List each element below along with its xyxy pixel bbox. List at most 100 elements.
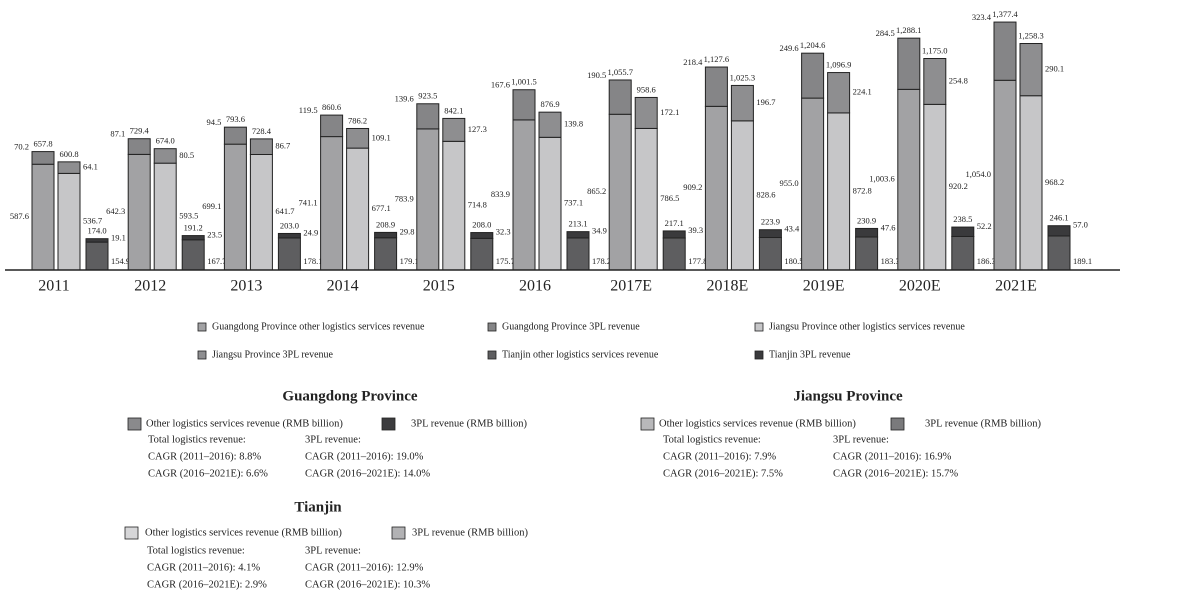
bar-segment (181, 235, 205, 241)
bar-segment (1019, 43, 1043, 97)
panel-text: Total logistics revenue: (148, 434, 246, 445)
panel-text: Total logistics revenue: (663, 434, 761, 445)
panel-text: CAGR (2011–2016): 19.0% (305, 451, 424, 462)
value-label: 167.7 (207, 256, 226, 266)
panel-text: CAGR (2011–2016): 16.9% (833, 451, 952, 462)
bar-segment (704, 66, 728, 107)
legend-swatch (754, 322, 764, 332)
value-label: 786.5 (660, 193, 679, 203)
total-label: 208.0 (472, 220, 491, 230)
legend-swatch (487, 350, 497, 360)
value-label: 183.3 (881, 256, 900, 266)
total-label: 876.9 (540, 99, 559, 109)
value-label: 47.6 (881, 222, 896, 232)
panel-title: Guangdong Province (282, 388, 418, 404)
total-label: 657.8 (33, 139, 52, 149)
value-label: 284.5 (876, 28, 895, 38)
value-label: 783.9 (395, 193, 414, 203)
value-label: 833.9 (491, 189, 510, 199)
panel-text: 3PL revenue: (305, 434, 361, 445)
panel-title: Tianjin (294, 499, 342, 515)
total-label: 1,096.9 (826, 60, 852, 70)
value-label: 64.1 (83, 162, 98, 172)
total-label: 728.4 (252, 126, 272, 136)
value-label: 109.1 (372, 132, 391, 142)
bar-segment (153, 148, 177, 164)
bar-segment (801, 52, 825, 99)
bar-segment (923, 58, 947, 105)
total-label: 860.6 (322, 102, 341, 112)
value-label: 139.6 (395, 94, 414, 104)
total-label: 230.9 (857, 215, 876, 225)
bar-segment (608, 113, 632, 271)
value-label: 920.2 (949, 181, 968, 191)
total-label: 223.9 (761, 217, 780, 227)
panel-text: 3PL revenue: (305, 545, 361, 556)
panel-text: CAGR (2016–2021E): 6.6% (148, 468, 268, 479)
value-label: 32.3 (496, 227, 511, 237)
legend-swatch (197, 350, 207, 360)
value-label: 127.3 (468, 124, 487, 134)
bar-segment (1019, 95, 1043, 271)
total-label: 213.1 (568, 219, 587, 229)
legend-label: Tianjin other logistics services revenue (502, 349, 659, 360)
x-tick-label: 2020E (899, 278, 941, 295)
value-label: 587.6 (10, 211, 29, 221)
value-label: 189.1 (1073, 256, 1092, 266)
bar-segment (85, 238, 109, 243)
bar-segment (662, 237, 686, 271)
bar-segment (85, 241, 109, 271)
bar-segment (538, 136, 562, 271)
panel-legend-swatch (124, 526, 139, 540)
value-label: 52.2 (977, 221, 992, 231)
panel-text: CAGR (2011–2016): 8.8% (148, 451, 261, 462)
panel-text: CAGR (2016–2021E): 7.5% (663, 468, 783, 479)
value-label: 119.5 (299, 105, 318, 115)
bar-segment (993, 79, 1017, 271)
value-label: 57.0 (1073, 220, 1088, 230)
total-label: 208.9 (376, 219, 395, 229)
bar-segment (31, 151, 55, 165)
x-tick-label: 2021E (995, 278, 1037, 295)
total-label: 1,377.4 (992, 9, 1018, 19)
value-label: 677.1 (372, 203, 391, 213)
bar-segment (57, 161, 81, 174)
bar-segment (897, 37, 921, 90)
x-tick-label: 2016 (519, 278, 551, 295)
panel-legend-label: 3PL revenue (RMB billion) (411, 418, 527, 429)
total-label: 203.0 (280, 220, 299, 230)
bar-segment (730, 120, 754, 271)
legend-label: Tianjin 3PL revenue (769, 349, 851, 360)
value-label: 641.7 (275, 206, 294, 216)
value-label: 190.5 (587, 70, 606, 80)
bar-segment (277, 232, 301, 239)
x-tick-label: 2015 (423, 278, 455, 295)
bar-segment (801, 97, 825, 271)
bar-segment (827, 72, 851, 114)
bar-segment (855, 227, 879, 238)
panel-legend-swatch (391, 526, 406, 540)
bar-segment (416, 128, 440, 271)
bar-segment (127, 138, 151, 155)
bar-segment (993, 21, 1017, 81)
value-label: 872.8 (853, 185, 872, 195)
legend-label: Jiangsu Province other logistics service… (769, 321, 965, 332)
bar-segment (758, 229, 782, 239)
value-label: 177.8 (688, 256, 707, 266)
x-tick-label: 2013 (230, 278, 262, 295)
bar-segment (442, 140, 466, 271)
value-label: 737.1 (564, 198, 583, 208)
legend-label: Guangdong Province 3PL revenue (502, 321, 640, 332)
value-label: 714.8 (468, 200, 487, 210)
value-label: 828.6 (756, 189, 775, 199)
value-label: 1,054.0 (966, 169, 992, 179)
value-label: 29.8 (400, 226, 415, 236)
value-label: 154.9 (111, 256, 130, 266)
panel-text: CAGR (2011–2016): 7.9% (663, 451, 776, 462)
bar-segment (181, 239, 205, 271)
panel-legend-swatch (890, 417, 905, 431)
value-label: 175.7 (496, 256, 515, 266)
total-label: 1,288.1 (896, 25, 922, 35)
bar-segment (566, 237, 590, 271)
bar-segment (277, 237, 301, 271)
